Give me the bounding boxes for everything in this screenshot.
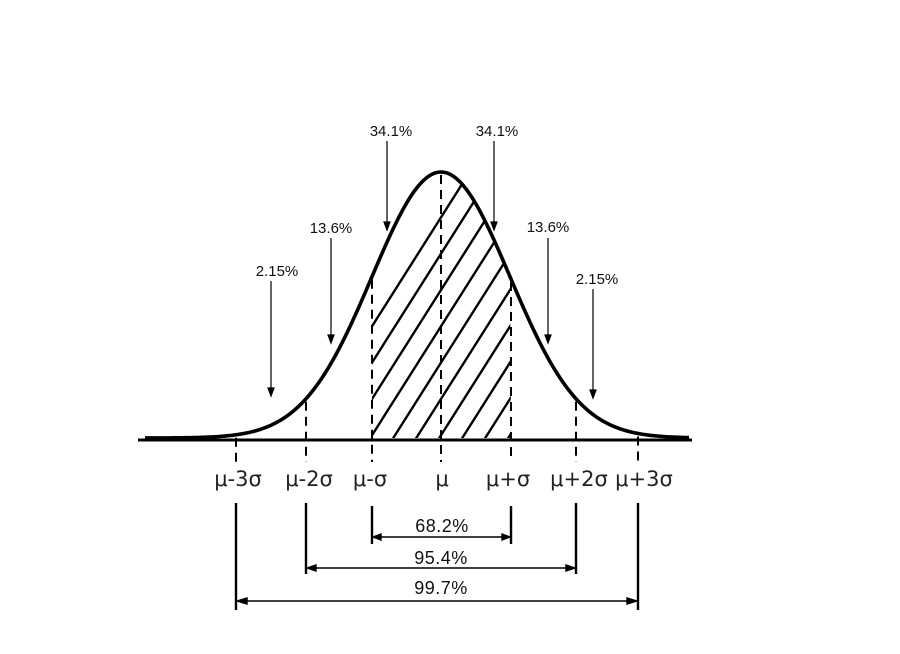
arrowhead: [304, 564, 317, 572]
hatch-line: [576, 140, 766, 440]
arrowhead: [626, 597, 640, 605]
arrowhead: [234, 597, 248, 605]
hatch-line: [372, 172, 511, 438]
arrowhead: [371, 532, 382, 542]
range-label-one-sigma: 68.2%: [415, 516, 469, 536]
hatch-line: [372, 172, 511, 438]
one-sigma-hatched-region: [372, 140, 789, 440]
axis-label-plus-1sigma: μ+σ: [486, 467, 530, 491]
arrowhead: [327, 334, 335, 345]
arrowhead: [490, 221, 498, 232]
hatch-line: [482, 172, 511, 438]
hatch-line: [553, 140, 743, 440]
hatch-line: [436, 172, 511, 438]
arrowhead: [565, 564, 578, 572]
arrowhead: [267, 387, 275, 398]
arrowhead: [544, 334, 552, 345]
hatch-line: [530, 140, 720, 440]
percent-label-left-3sigma: 2.15%: [256, 263, 299, 280]
percent-label-left-2sigma: 13.6%: [310, 220, 353, 237]
hatch-line: [372, 172, 492, 438]
arrowhead: [383, 221, 391, 232]
axis-label-plus-3sigma: μ+3σ: [615, 467, 673, 491]
hatch-line: [505, 172, 511, 438]
percent-label-right-3sigma: 2.15%: [576, 271, 619, 288]
axis-label-minus-1sigma: μ-σ: [353, 467, 387, 491]
hatch-line: [459, 172, 511, 438]
axis-label-minus-3sigma: μ-3σ: [214, 467, 262, 491]
arrowhead: [589, 389, 597, 400]
range-label-three-sigma: 99.7%: [414, 578, 468, 598]
percent-label-right-2sigma: 13.6%: [527, 219, 570, 236]
axis-label-plus-2sigma: μ+2σ: [550, 467, 608, 491]
arrowhead: [501, 532, 512, 542]
axis-label-mean: μ: [435, 467, 448, 491]
axis-label-minus-2sigma: μ-2σ: [285, 467, 333, 491]
bell-curve: [145, 170, 690, 440]
hatch-line: [390, 172, 511, 438]
hatch-line: [599, 140, 789, 440]
percent-label-left-1sigma: 34.1%: [370, 123, 413, 140]
range-label-two-sigma: 95.4%: [414, 548, 468, 568]
percent-label-right-1sigma: 34.1%: [476, 123, 519, 140]
